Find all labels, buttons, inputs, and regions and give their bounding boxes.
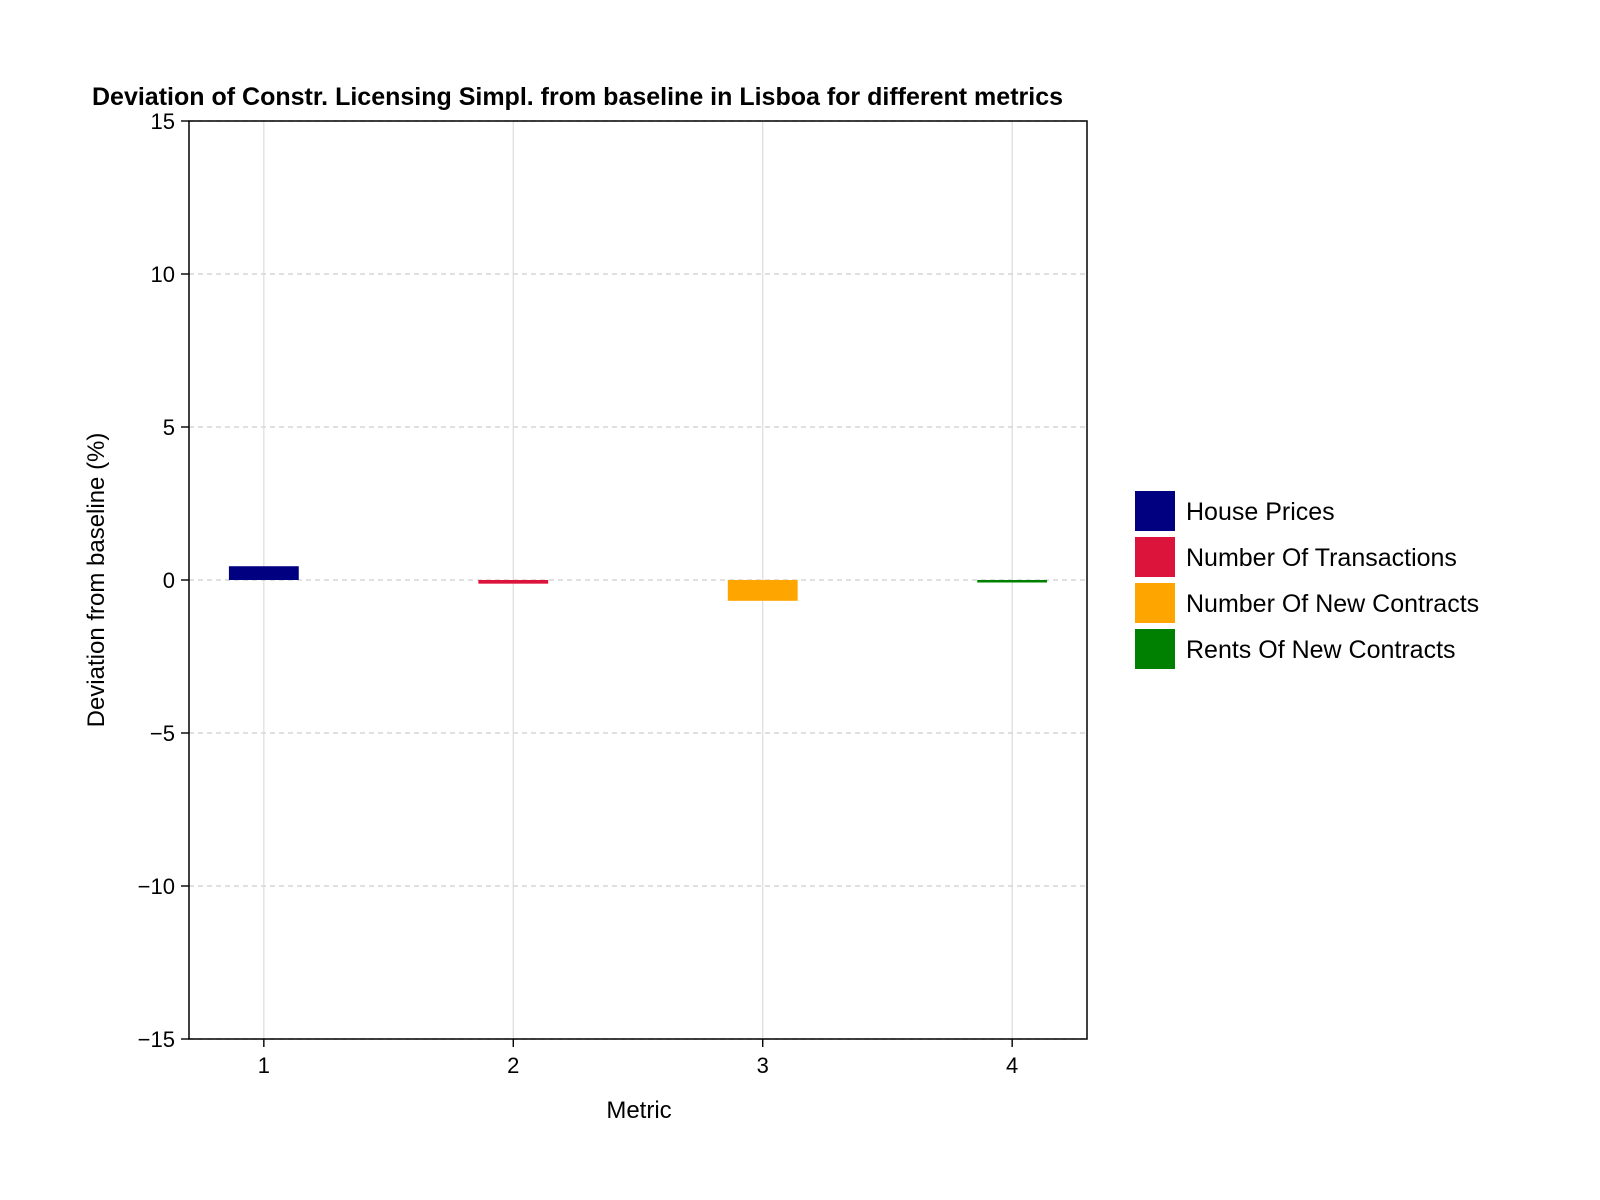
y-tick-label: 0 <box>163 568 175 593</box>
legend-swatch <box>1135 537 1175 577</box>
x-tick-label: 2 <box>507 1053 519 1078</box>
y-tick-label: 10 <box>151 262 175 287</box>
y-tick-label: −10 <box>138 874 175 899</box>
chart-title: Deviation of Constr. Licensing Simpl. fr… <box>92 83 1063 111</box>
legend-label: Rents Of New Contracts <box>1186 636 1456 664</box>
legend-label: House Prices <box>1186 498 1335 526</box>
ticks: −15 −10 −5 0 5 10 15 1 2 3 4 <box>138 109 1019 1078</box>
y-axis-label: Deviation from baseline (%) <box>83 433 110 728</box>
y-tick-label: −15 <box>138 1027 175 1052</box>
legend: House Prices Number Of Transactions Number… <box>1135 491 1479 669</box>
y-tick-label: −5 <box>150 721 175 746</box>
x-tick-label: 4 <box>1006 1053 1018 1078</box>
bar-rents-of-new-contracts <box>977 580 1048 583</box>
bar-house-prices <box>228 566 299 580</box>
legend-swatch <box>1135 629 1175 669</box>
legend-label: Number Of Transactions <box>1186 544 1457 572</box>
bar-number-of-new-contracts <box>727 580 798 601</box>
legend-swatch <box>1135 583 1175 623</box>
legend-label: Number Of New Contracts <box>1186 590 1479 618</box>
y-tick-label: 5 <box>163 415 175 440</box>
x-axis-label: Metric <box>606 1097 671 1124</box>
x-tick-label: 1 <box>258 1053 270 1078</box>
y-tick-label: 15 <box>151 109 175 134</box>
bars <box>228 566 1048 601</box>
legend-swatch <box>1135 491 1175 531</box>
x-tick-label: 3 <box>757 1053 769 1078</box>
bar-number-of-transactions <box>478 580 549 584</box>
